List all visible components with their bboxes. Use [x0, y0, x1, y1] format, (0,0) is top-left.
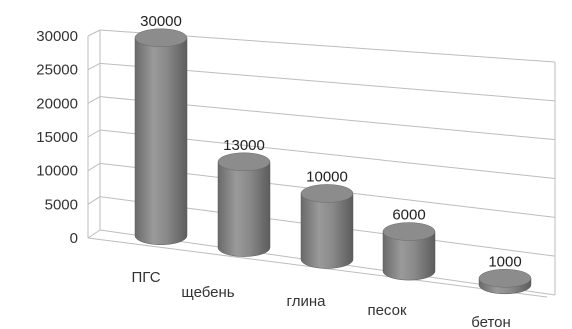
data-label: 30000 [140, 13, 182, 30]
gridline-wall-5 [87, 62, 101, 71]
y-tick-label: 25000 [36, 62, 78, 79]
gridline-wall-2 [87, 162, 101, 172]
y-tick-label: 30000 [36, 28, 78, 45]
y-tick-label: 0 [70, 230, 78, 247]
gridline-wall-3 [87, 129, 101, 138]
data-labels: 30000 13000 10000 6000 1000 [140, 13, 522, 271]
gridline-wall-4 [87, 96, 101, 104]
y-tick-label: 5000 [45, 196, 78, 213]
y-tick-label: 20000 [36, 95, 78, 112]
bar-body [382, 231, 436, 281]
y-tick-label: 15000 [36, 129, 78, 146]
bar-body [134, 37, 188, 245]
category-label: песок [367, 302, 406, 319]
bar-2 [300, 184, 354, 269]
category-label: ПГС [131, 269, 160, 286]
gridline-wall-0 [87, 229, 101, 239]
category-label: щебень [181, 284, 234, 301]
data-label: 13000 [223, 137, 265, 154]
data-label: 6000 [392, 207, 425, 224]
bar-top [478, 269, 532, 288]
bar-3 [382, 222, 436, 281]
y-axis-ticks: 0 5000 10000 15000 20000 25000 30000 [36, 28, 78, 247]
bar-body [300, 193, 354, 269]
category-label: бетон [471, 314, 511, 329]
category-label: глина [287, 293, 327, 310]
y-tick-label: 10000 [36, 163, 78, 180]
bar-top [217, 152, 271, 172]
bar-0 [134, 28, 188, 245]
gridline-wall-6 [87, 29, 101, 37]
bar-top [382, 222, 436, 241]
data-label: 10000 [306, 168, 348, 185]
bars [134, 28, 532, 295]
bar-4 [478, 269, 532, 295]
bar-body [217, 161, 271, 257]
bar-top [134, 28, 188, 48]
gridline-wall-1 [87, 196, 101, 205]
category-labels: ПГС щебень глина песок бетон [131, 269, 510, 329]
bar-1 [217, 152, 271, 257]
data-label: 1000 [488, 253, 521, 270]
bar-top [300, 184, 354, 203]
